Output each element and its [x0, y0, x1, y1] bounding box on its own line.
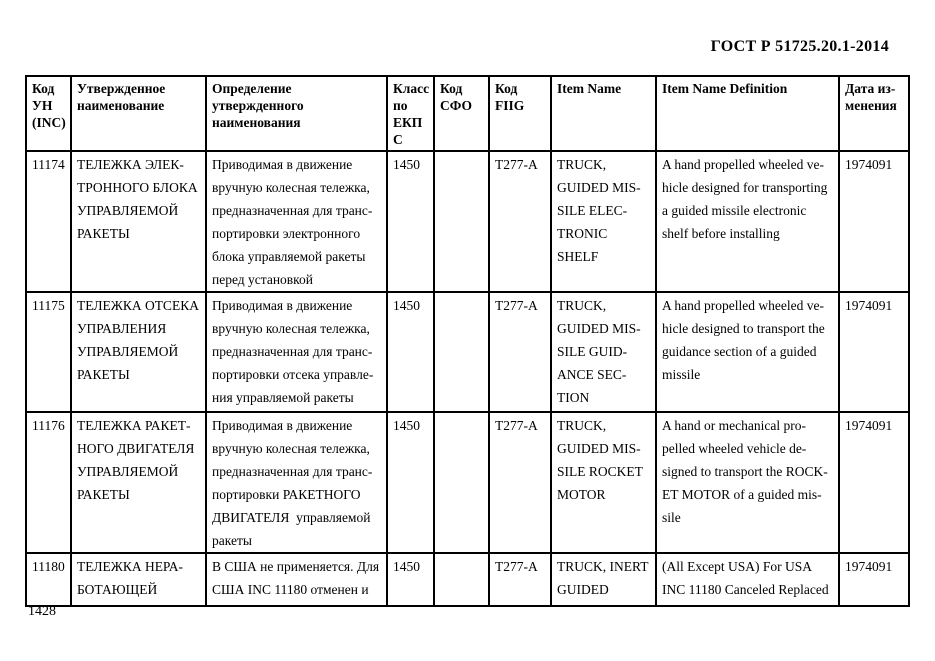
cell-sfo-code [433, 411, 490, 554]
cell-inc-code: 11174 [25, 150, 72, 293]
cell-approved-name: ТЕЛЕЖКА НЕРА- БОТАЮЩЕЙ [70, 552, 207, 607]
cell-fiig-code: T277-A [488, 552, 552, 607]
cell-change-date: 1974091 [838, 411, 910, 554]
cell-inc-code: 11180 [25, 552, 72, 607]
column-header-fiig-code: Код FIIG [488, 75, 552, 152]
cell-item-name: TRUCK, GUIDED MIS- SILE GUID- ANCE SEC- … [550, 291, 657, 413]
column-header-change-date: Дата из- менения [838, 75, 910, 152]
cell-change-date: 1974091 [838, 291, 910, 413]
document-code: ГОСТ Р 51725.20.1-2014 [710, 38, 889, 55]
column-header-sfo-code: Код СФО [433, 75, 490, 152]
column-header-item-name-def: Item Name Definition [655, 75, 840, 152]
cell-fiig-code: T277-A [488, 411, 552, 554]
cell-item-name-def: A hand propelled wheeled ve- hicle desig… [655, 150, 840, 293]
table-row: 11180 ТЕЛЕЖКА НЕРА- БОТАЮЩЕЙ В США не пр… [25, 552, 910, 607]
cell-approved-name: ТЕЛЕЖКА РАКЕТ- НОГО ДВИГАТЕЛЯ УПРАВЛЯЕМО… [70, 411, 207, 554]
cell-sfo-code [433, 150, 490, 293]
cell-inc-code: 11175 [25, 291, 72, 413]
cell-approved-def: Приводимая в движение вручную колесная т… [205, 411, 388, 554]
cell-ekps-class: 1450 [386, 291, 435, 413]
cell-ekps-class: 1450 [386, 150, 435, 293]
column-header-ekps-class: Класс по ЕКП С [386, 75, 435, 152]
cell-inc-code: 11176 [25, 411, 72, 554]
cell-item-name: TRUCK, GUIDED MIS- SILE ROCKET MOTOR [550, 411, 657, 554]
cell-change-date: 1974091 [838, 552, 910, 607]
cell-item-name: TRUCK, GUIDED MIS- SILE ELEC- TRONIC SHE… [550, 150, 657, 293]
page-number: 1428 [28, 604, 56, 619]
cell-ekps-class: 1450 [386, 552, 435, 607]
cell-approved-name: ТЕЛЕЖКА ОТСЕКА УПРАВЛЕНИЯ УПРАВЛЯЕМОЙ РА… [70, 291, 207, 413]
cell-item-name: TRUCK, INERT GUIDED [550, 552, 657, 607]
cell-approved-def: Приводимая в движение вручную колесная т… [205, 150, 388, 293]
cell-fiig-code: T277-A [488, 291, 552, 413]
column-header-approved-def: Определение утвержденного наименования [205, 75, 388, 152]
header-row: Код УН (INC) Утвержденное наименование О… [25, 75, 910, 152]
column-header-item-name: Item Name [550, 75, 657, 152]
table-row: 11176 ТЕЛЕЖКА РАКЕТ- НОГО ДВИГАТЕЛЯ УПРА… [25, 411, 910, 554]
table-row: 11175 ТЕЛЕЖКА ОТСЕКА УПРАВЛЕНИЯ УПРАВЛЯЕ… [25, 291, 910, 413]
cell-ekps-class: 1450 [386, 411, 435, 554]
cell-item-name-def: (All Except USA) For USA INC 11180 Cance… [655, 552, 840, 607]
cell-change-date: 1974091 [838, 150, 910, 293]
cell-approved-def: Приводимая в движение вручную колесная т… [205, 291, 388, 413]
cell-item-name-def: A hand or mechanical pro- pelled wheeled… [655, 411, 840, 554]
cell-approved-name: ТЕЛЕЖКА ЭЛЕК- ТРОННОГО БЛОКА УПРАВЛЯЕМОЙ… [70, 150, 207, 293]
cell-sfo-code [433, 552, 490, 607]
cell-item-name-def: A hand propelled wheeled ve- hicle desig… [655, 291, 840, 413]
column-header-inc-code: Код УН (INC) [25, 75, 72, 152]
cell-sfo-code [433, 291, 490, 413]
cell-approved-def: В США не применяется. Для США INC 11180 … [205, 552, 388, 607]
table-row: 11174 ТЕЛЕЖКА ЭЛЕК- ТРОННОГО БЛОКА УПРАВ… [25, 150, 910, 293]
item-catalog-table: Код УН (INC) Утвержденное наименование О… [25, 75, 910, 607]
column-header-approved-name: Утвержденное наименование [70, 75, 207, 152]
cell-fiig-code: T277-A [488, 150, 552, 293]
